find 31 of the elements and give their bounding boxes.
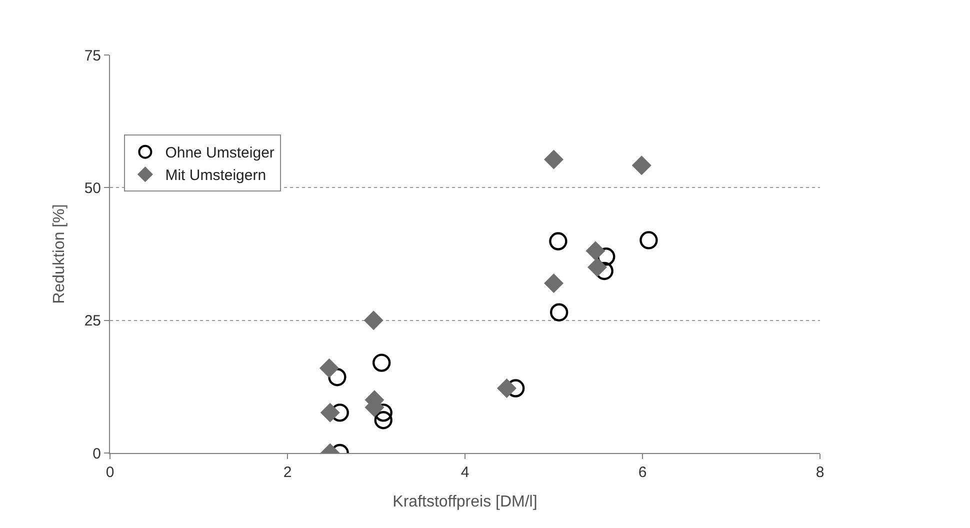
point — [544, 273, 564, 293]
point — [586, 241, 606, 261]
y-tick-label: 75 — [84, 47, 101, 64]
point — [632, 156, 652, 176]
point — [640, 231, 658, 250]
y-tick-label: 50 — [84, 180, 101, 197]
x-tick-label: 2 — [283, 464, 292, 481]
point — [595, 262, 614, 280]
y-tick-label: 25 — [84, 312, 101, 330]
point — [364, 310, 384, 330]
x-tick-label: 6 — [638, 464, 647, 481]
point — [372, 354, 391, 372]
x-axis-title: Kraftstoffpreis [DM/l] — [392, 494, 538, 511]
y-tick-label: 0 — [92, 445, 101, 462]
point — [549, 232, 568, 250]
point — [319, 358, 339, 378]
point — [374, 404, 392, 422]
x-tick-label: 0 — [106, 464, 114, 481]
point — [597, 248, 616, 266]
point — [328, 368, 346, 386]
point — [320, 402, 340, 422]
point — [544, 150, 564, 170]
y-axis-title: Reduktion [%] — [51, 204, 68, 304]
x-tick-label: 8 — [816, 464, 824, 481]
point — [496, 378, 516, 398]
point — [550, 303, 568, 322]
x-tick-label: 4 — [460, 464, 470, 481]
legend-label: Mit Umsteigern — [165, 167, 266, 184]
point — [587, 258, 607, 278]
point — [374, 411, 392, 430]
legend-label: Ohne Umsteiger — [165, 144, 274, 162]
